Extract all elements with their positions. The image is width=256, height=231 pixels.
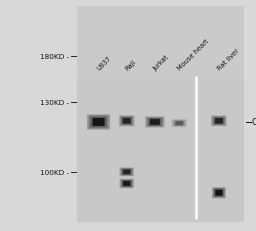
- Text: 130KD -: 130KD -: [40, 100, 69, 106]
- FancyBboxPatch shape: [211, 116, 227, 127]
- FancyBboxPatch shape: [174, 121, 185, 127]
- FancyBboxPatch shape: [94, 119, 103, 126]
- FancyBboxPatch shape: [123, 118, 131, 124]
- FancyBboxPatch shape: [121, 117, 132, 125]
- FancyBboxPatch shape: [177, 122, 181, 125]
- FancyBboxPatch shape: [173, 120, 186, 127]
- Text: Mouse heart: Mouse heart: [177, 38, 210, 72]
- FancyBboxPatch shape: [175, 121, 184, 126]
- FancyBboxPatch shape: [150, 120, 160, 125]
- FancyBboxPatch shape: [148, 119, 162, 126]
- Text: Rat liver: Rat liver: [216, 48, 240, 72]
- FancyBboxPatch shape: [152, 121, 157, 124]
- FancyBboxPatch shape: [92, 118, 105, 127]
- FancyBboxPatch shape: [217, 191, 221, 195]
- FancyBboxPatch shape: [150, 119, 160, 126]
- FancyBboxPatch shape: [151, 120, 159, 125]
- FancyBboxPatch shape: [89, 116, 109, 129]
- FancyBboxPatch shape: [215, 190, 223, 196]
- FancyBboxPatch shape: [124, 182, 130, 186]
- FancyBboxPatch shape: [215, 118, 223, 124]
- Text: 100KD -: 100KD -: [40, 169, 69, 175]
- FancyBboxPatch shape: [120, 168, 134, 176]
- FancyBboxPatch shape: [119, 116, 135, 127]
- Bar: [77, 7, 244, 222]
- FancyBboxPatch shape: [123, 181, 130, 186]
- Text: Raji: Raji: [124, 59, 137, 72]
- Text: U937: U937: [96, 55, 113, 72]
- Bar: [77, 7, 244, 81]
- FancyBboxPatch shape: [87, 115, 110, 130]
- FancyBboxPatch shape: [175, 122, 183, 126]
- Text: 180KD -: 180KD -: [40, 54, 69, 60]
- FancyBboxPatch shape: [145, 117, 165, 128]
- FancyBboxPatch shape: [147, 118, 163, 127]
- FancyBboxPatch shape: [122, 180, 132, 187]
- FancyBboxPatch shape: [215, 190, 222, 196]
- FancyBboxPatch shape: [125, 171, 129, 173]
- FancyBboxPatch shape: [122, 118, 131, 125]
- FancyBboxPatch shape: [124, 170, 130, 174]
- FancyBboxPatch shape: [217, 120, 221, 123]
- FancyBboxPatch shape: [215, 119, 223, 124]
- FancyBboxPatch shape: [120, 179, 134, 188]
- Text: Jurkat: Jurkat: [152, 54, 170, 72]
- FancyBboxPatch shape: [212, 117, 226, 126]
- FancyBboxPatch shape: [90, 117, 107, 128]
- Text: C5: C5: [252, 118, 256, 127]
- FancyBboxPatch shape: [213, 188, 225, 198]
- FancyBboxPatch shape: [124, 120, 129, 123]
- FancyBboxPatch shape: [96, 120, 101, 125]
- FancyBboxPatch shape: [172, 120, 187, 128]
- FancyBboxPatch shape: [122, 169, 132, 175]
- FancyBboxPatch shape: [123, 181, 131, 186]
- FancyBboxPatch shape: [123, 170, 131, 175]
- FancyBboxPatch shape: [125, 182, 129, 185]
- FancyBboxPatch shape: [213, 117, 225, 125]
- FancyBboxPatch shape: [120, 116, 133, 126]
- FancyBboxPatch shape: [216, 119, 222, 124]
- FancyBboxPatch shape: [123, 119, 130, 124]
- FancyBboxPatch shape: [212, 187, 226, 198]
- FancyBboxPatch shape: [176, 122, 183, 125]
- FancyBboxPatch shape: [121, 179, 133, 188]
- FancyBboxPatch shape: [93, 119, 104, 126]
- FancyBboxPatch shape: [121, 168, 133, 176]
- FancyBboxPatch shape: [123, 170, 130, 174]
- FancyBboxPatch shape: [214, 189, 224, 197]
- FancyBboxPatch shape: [216, 190, 222, 195]
